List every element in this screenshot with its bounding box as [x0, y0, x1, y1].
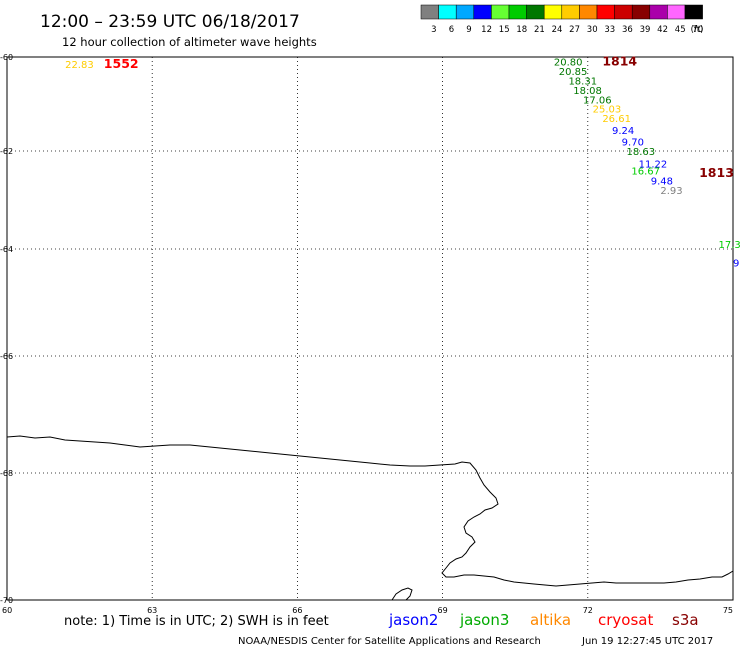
latitude-tick-label: -64 — [0, 245, 13, 254]
legend-swatch — [508, 4, 527, 20]
satellite-name: cryosat — [598, 611, 653, 629]
coastline-fragment — [391, 587, 413, 601]
graticule — [7, 57, 733, 600]
legend-swatch — [491, 4, 510, 20]
legend-swatch — [579, 4, 598, 20]
wave-height-value: 18.63 — [627, 147, 656, 158]
wave-height-value: 9.24 — [612, 126, 634, 137]
legend-label: 12 — [481, 25, 492, 35]
wave-height-value: 11.22 — [639, 159, 668, 170]
credit-line: NOAA/NESDIS Center for Satellite Applica… — [238, 636, 541, 647]
latitude-tick-label: -66 — [0, 352, 13, 361]
longitude-tick-label: 63 — [147, 606, 157, 615]
map-subtitle: 12 hour collection of altimeter wave hei… — [62, 35, 317, 49]
legend-label: 39 — [640, 25, 651, 35]
latitude-tick-label: -60 — [0, 53, 13, 62]
legend-swatch — [667, 4, 686, 20]
legend-label: 24 — [552, 25, 563, 35]
legend-swatch — [438, 4, 457, 20]
longitude-tick-label: 69 — [438, 606, 448, 615]
legend-label: 27 — [569, 25, 580, 35]
legend-swatch — [684, 4, 703, 20]
legend-swatch — [455, 4, 475, 20]
legend-swatch — [473, 4, 492, 20]
satellite-name: jason2 — [388, 611, 438, 629]
legend-label: 6 — [449, 25, 454, 35]
generated-timestamp: Jun 19 12:27:45 UTC 2017 — [581, 636, 713, 647]
latitude-labels: -60 -62 -64 -66 -68 -70 — [0, 53, 13, 605]
wave-height-value: 9 — [733, 258, 739, 269]
wave-height-value: 17.06 — [583, 95, 612, 106]
legend-label: 18 — [516, 25, 527, 35]
satellite-name: jason3 — [459, 611, 509, 629]
legend-swatch — [543, 4, 563, 20]
legend-label: 45 — [675, 25, 686, 35]
legend-label: 3 — [431, 25, 436, 35]
legend-label: 9 — [466, 25, 471, 35]
wave-height-value: 25.03 — [593, 105, 622, 116]
wave-height-value: 17.38 — [718, 240, 740, 251]
wave-height-value: 2.93 — [660, 186, 682, 197]
wave-height-value: 18.31 — [568, 77, 597, 88]
latitude-tick-label: -70 — [0, 596, 13, 605]
wave-height-legend: 3 6 9 12 15 18 21 24 27 30 33 36 39 42 45 70(ft) — [420, 4, 704, 35]
legend-swatch — [526, 4, 545, 20]
longitude-tick-label: 66 — [292, 606, 302, 615]
longitude-labels: 60 63 66 69 72 75 — [2, 606, 733, 615]
wave-height-value: 22.83 — [65, 60, 94, 71]
wave-height-value: 9.70 — [622, 138, 644, 149]
satellite-name: altika — [530, 611, 571, 629]
pass-time-label: 1814 — [602, 54, 637, 69]
longitude-tick-label: 75 — [723, 606, 733, 615]
legend-unit: (ft) — [691, 25, 704, 35]
plot-area — [6, 56, 734, 601]
legend-swatch — [649, 4, 668, 20]
legend-swatch — [561, 4, 580, 20]
legend-swatch — [596, 4, 615, 20]
legend-label: 70 — [692, 25, 703, 35]
plot-frame — [6, 56, 734, 601]
wave-height-value: 20.85 — [559, 67, 588, 78]
wave-height-observations: 22.83 20.8020.8518.3118.0817.0625.0326.61… — [65, 58, 740, 270]
satellite-name: s3a — [672, 611, 699, 629]
legend-label: 21 — [534, 25, 545, 35]
latitude-tick-label: -68 — [0, 469, 13, 478]
units-note: note: 1) Time is in UTC; 2) SWH is in fe… — [64, 614, 329, 629]
wave-height-value: 26.61 — [602, 114, 631, 125]
legend-label: 36 — [622, 25, 633, 35]
antarctic-coastline — [6, 435, 734, 587]
legend-label: 15 — [499, 25, 510, 35]
pass-time-label: 1552 — [104, 56, 139, 71]
satellite-key: jason2 jason3 altika cryosat s3a — [388, 611, 699, 629]
legend-label: 33 — [604, 25, 615, 35]
wave-height-value: 18.08 — [573, 86, 602, 97]
map-title: 12:00 – 23:59 UTC 06/18/2017 — [40, 12, 300, 32]
legend-swatch — [614, 4, 633, 20]
wave-height-value: 16.67 — [631, 167, 660, 178]
legend-label: 30 — [587, 25, 598, 35]
wave-height-value: 9.48 — [651, 176, 673, 187]
latitude-tick-label: -62 — [0, 147, 13, 156]
wave-height-value: 20.80 — [554, 58, 583, 69]
legend-swatch — [631, 4, 651, 20]
pass-time-labels: 1552 1814 1813 — [104, 54, 734, 180]
legend-swatch — [420, 4, 439, 20]
longitude-tick-label: 72 — [583, 606, 593, 615]
longitude-tick-label: 60 — [2, 606, 12, 615]
legend-label: 42 — [657, 25, 668, 35]
pass-time-label: 1813 — [699, 165, 734, 180]
